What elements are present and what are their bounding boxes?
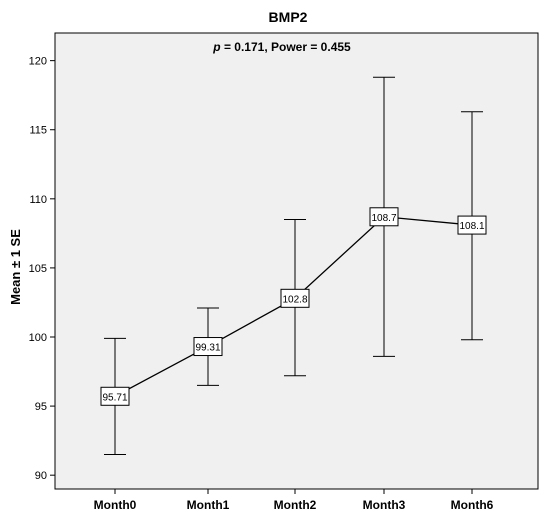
data-point-label: 99.31 [195, 343, 220, 354]
x-tick-label: Month2 [274, 498, 317, 512]
series-layer: 95.71 99.31 102.8 108.7 108.1 [100, 76, 487, 455]
data-point-marker [457, 215, 487, 235]
chart-annotation: p = 0.171, Power = 0.455 [212, 40, 351, 54]
data-point-label: 108.7 [371, 213, 396, 224]
data-point-label: 95.71 [102, 392, 127, 403]
y-tick-label: 120 [29, 56, 47, 68]
y-tick-label: 100 [29, 332, 47, 344]
y-axis-label: Mean ± 1 SE [8, 229, 23, 305]
data-point-label: 108.1 [459, 221, 484, 232]
annotation-stats: = 0.171, Power = 0.455 [221, 40, 351, 54]
x-tick-label: Month3 [363, 498, 406, 512]
x-tick-label: Month6 [451, 498, 494, 512]
data-point-marker [369, 207, 399, 227]
plot-area [54, 32, 539, 490]
data-point-marker [193, 337, 223, 357]
y-tick-label: 110 [29, 194, 47, 206]
data-point-marker [280, 288, 310, 308]
y-tick-label: 95 [35, 401, 47, 413]
annotation-p-symbol: p [212, 40, 220, 54]
x-tick-label: Month1 [187, 498, 230, 512]
y-tick-label: 105 [29, 263, 47, 275]
y-tick-label: 90 [35, 470, 47, 482]
y-tick-label: 115 [29, 125, 47, 137]
chart-title: BMP2 [269, 9, 308, 25]
data-point-label: 102.8 [282, 294, 307, 305]
x-tick-label: Month0 [94, 498, 137, 512]
axis-layer: 90 95 100 105 110 115 120 Month0 Month1 Month2 Mon… [29, 56, 494, 512]
data-point-marker [100, 386, 130, 406]
